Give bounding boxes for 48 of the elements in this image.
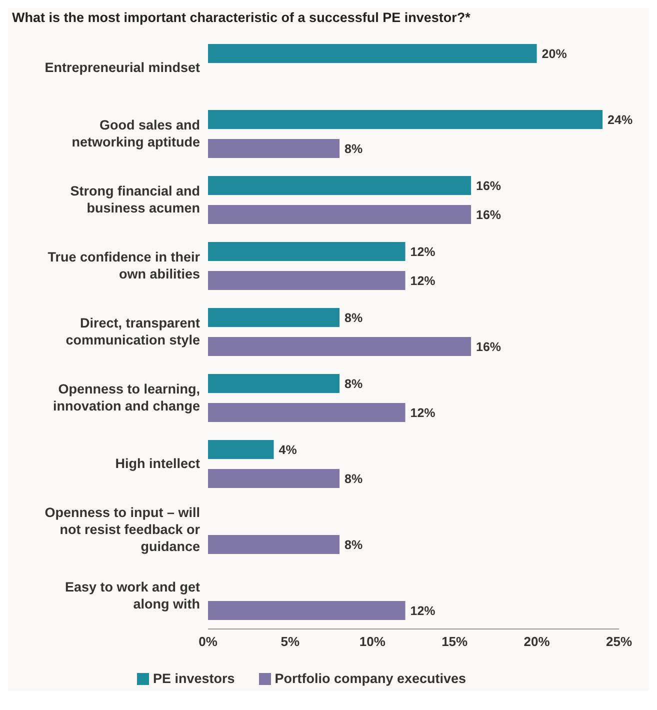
bar (208, 44, 537, 63)
x-tick-label: 25% (606, 634, 632, 650)
x-tick-label: 20% (524, 634, 550, 650)
x-tick-label: 0% (198, 634, 218, 650)
data-label: 24% (608, 112, 633, 127)
data-label: 4% (278, 442, 297, 457)
x-tick-label: 10% (359, 634, 386, 650)
data-label: 8% (344, 472, 363, 486)
bar (208, 139, 340, 158)
y-tick-label: High intellect (115, 456, 200, 471)
data-label: 12% (410, 274, 436, 288)
data-label: 20% (542, 46, 567, 61)
legend-label: Portfolio company executives (274, 671, 466, 686)
data-label: 8% (344, 538, 363, 552)
bar (208, 469, 340, 488)
bar (208, 403, 406, 422)
bar (208, 601, 406, 620)
x-tick-label: 5% (280, 634, 300, 650)
y-tick-label: Entrepreneurial mindset (44, 60, 200, 75)
bar (208, 374, 340, 393)
bar (208, 271, 406, 290)
data-label: 8% (344, 142, 363, 156)
data-label: 8% (344, 310, 363, 325)
y-tick-label: Easy to work and get along with (64, 579, 200, 612)
data-label: 16% (476, 340, 502, 354)
data-label: 12% (410, 604, 436, 618)
y-tick-label: Direct, transparent communication style (66, 315, 200, 348)
y-tick-label: True confidence in their own abilities (48, 249, 201, 282)
chart-title: What is the most important characteristic of a successful PE investor?* (11, 9, 472, 25)
data-label: 16% (476, 178, 502, 193)
y-tick-label: Good sales and networking aptitude (72, 117, 200, 150)
bar (208, 110, 603, 129)
legend-label: PE investors (152, 671, 235, 686)
bar (208, 337, 472, 356)
bar (208, 176, 472, 195)
y-tick-label: Openness to learning, innovation and change (52, 381, 200, 414)
bar (208, 440, 274, 459)
data-label: 12% (410, 406, 436, 420)
data-label: 16% (476, 208, 502, 222)
data-label: 8% (344, 376, 363, 391)
y-tick-label: Strong financial and business acumen (70, 183, 200, 216)
x-tick-label: 15% (442, 634, 468, 650)
bar (208, 535, 340, 554)
data-label: 12% (410, 244, 436, 259)
bar (208, 242, 406, 261)
bar (208, 308, 340, 327)
bar (208, 205, 472, 224)
y-tick-label: Openness to input – will not resist feedback or guidance (44, 504, 201, 554)
